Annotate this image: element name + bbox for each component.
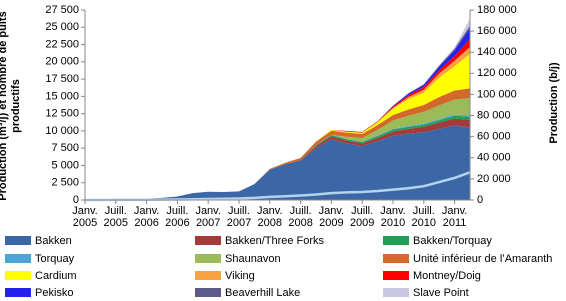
legend-label: Bakken/Three Forks (225, 235, 325, 247)
legend-label: Cardium (35, 270, 77, 282)
legend-swatch (383, 254, 409, 263)
y2-tick-label: 180 000 (477, 4, 517, 16)
y2-tick-label: 0 (477, 194, 483, 206)
y2-axis-title: Production (b/j) (548, 62, 560, 144)
legend-swatch (383, 288, 409, 297)
y-tick-label: 27 500 (45, 4, 79, 16)
legend-label: Unité inférieur de l’Amaranth (413, 253, 553, 265)
area (85, 125, 470, 200)
y2-tick-label: 60 000 (477, 131, 511, 143)
legend-swatch (195, 254, 221, 263)
legend-label: Torquay (35, 253, 75, 265)
x-tick-label: Juill. 2006 (165, 205, 190, 229)
y2-tick-label: 40 000 (477, 152, 511, 164)
x-tick-label: Janv. 2007 (195, 205, 221, 229)
x-tick-label: Juill. 2010 (411, 205, 437, 229)
legend-swatch (195, 236, 221, 245)
y-tick-label: 0 (73, 194, 79, 206)
y2-tick-label: 20 000 (477, 173, 511, 185)
x-tick-label: Juill. 2005 (103, 205, 129, 229)
legend-swatch (5, 271, 31, 280)
x-tick-label: Juill. 2009 (349, 205, 375, 229)
legend-swatch (383, 236, 409, 245)
legend-swatch (5, 236, 31, 245)
y-tick-label: 25 000 (45, 21, 79, 33)
area (85, 118, 470, 200)
x-tick-label: Janv. 2005 (72, 205, 98, 229)
legend-swatch (5, 254, 31, 263)
legend-label: Shaunavon (225, 253, 281, 265)
y2-tick-label: 160 000 (477, 25, 517, 37)
legend-label: Pekisko (35, 287, 74, 299)
legend-label: Bakken/Torquay (413, 235, 492, 247)
legend-swatch (195, 288, 221, 297)
legend-label: Montney/Doig (413, 270, 481, 282)
x-tick-label: Janv. 2010 (380, 205, 406, 229)
x-tick-label: Juill. 2008 (288, 205, 313, 229)
x-tick-label: Janv. 2006 (133, 205, 160, 229)
legend-swatch (5, 288, 31, 297)
x-tick-label: Juill. 2007 (226, 205, 252, 229)
y2-tick-label: 120 000 (477, 67, 517, 79)
y-tick-label: 17 500 (45, 73, 79, 85)
y-tick-label: 22 500 (45, 38, 79, 50)
y-tick-label: 15 000 (45, 90, 79, 102)
y-axis-title: Production (m³/j) et nombre de puits pro… (0, 11, 22, 201)
y-tick-label: 5 000 (51, 159, 79, 171)
y-tick-label: 10 000 (45, 125, 79, 137)
y2-tick-label: 100 000 (477, 88, 517, 100)
x-tick-label: Janv. 2008 (257, 205, 283, 229)
x-tick-label: Janv. 2011 (441, 205, 468, 229)
y2-tick-label: 140 000 (477, 46, 517, 58)
legend-swatch (383, 271, 409, 280)
y2-tick-label: 80 000 (477, 109, 511, 121)
x-tick-label: Janv. 2009 (318, 205, 345, 229)
legend-label: Beaverhill Lake (225, 287, 301, 299)
legend-label: Viking (225, 270, 255, 282)
y-tick-label: 12 500 (45, 108, 79, 120)
y-tick-label: 7 500 (51, 142, 79, 154)
y-tick-label: 20 000 (45, 56, 79, 68)
y-tick-label: 2 500 (51, 177, 79, 189)
area (85, 115, 470, 200)
legend-label: Bakken (35, 235, 72, 247)
legend-label: Slave Point (413, 287, 469, 299)
legend-swatch (195, 271, 221, 280)
